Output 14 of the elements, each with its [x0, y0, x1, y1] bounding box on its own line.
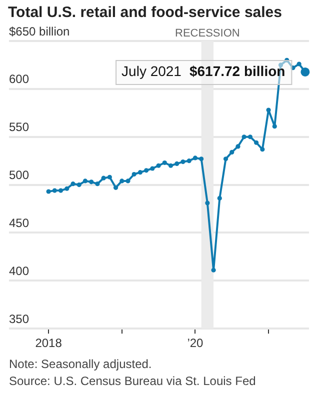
y-tick-label: 400: [9, 264, 30, 278]
y-tick-label: 450: [9, 216, 30, 230]
y-tick-label: 500: [9, 168, 30, 182]
source-note: Source: U.S. Census Bureau via St. Louis Fed: [9, 373, 256, 390]
y-tick-label: 600: [9, 72, 30, 86]
chart-title: Total U.S. retail and food-service sales: [8, 4, 282, 21]
y-tick-label: $650 billion: [9, 24, 70, 38]
text: Note: Seasonally adjusted.: [9, 356, 153, 373]
y-tick-label: 550: [9, 120, 30, 134]
x-tick-label: ’20: [187, 336, 204, 350]
y-tick-label: 350: [9, 312, 30, 326]
annotation: July 2021 $617.72 billion: [122, 62, 286, 79]
x-tick-label: 2018: [35, 336, 62, 350]
band-label: RECESSION: [175, 28, 240, 40]
